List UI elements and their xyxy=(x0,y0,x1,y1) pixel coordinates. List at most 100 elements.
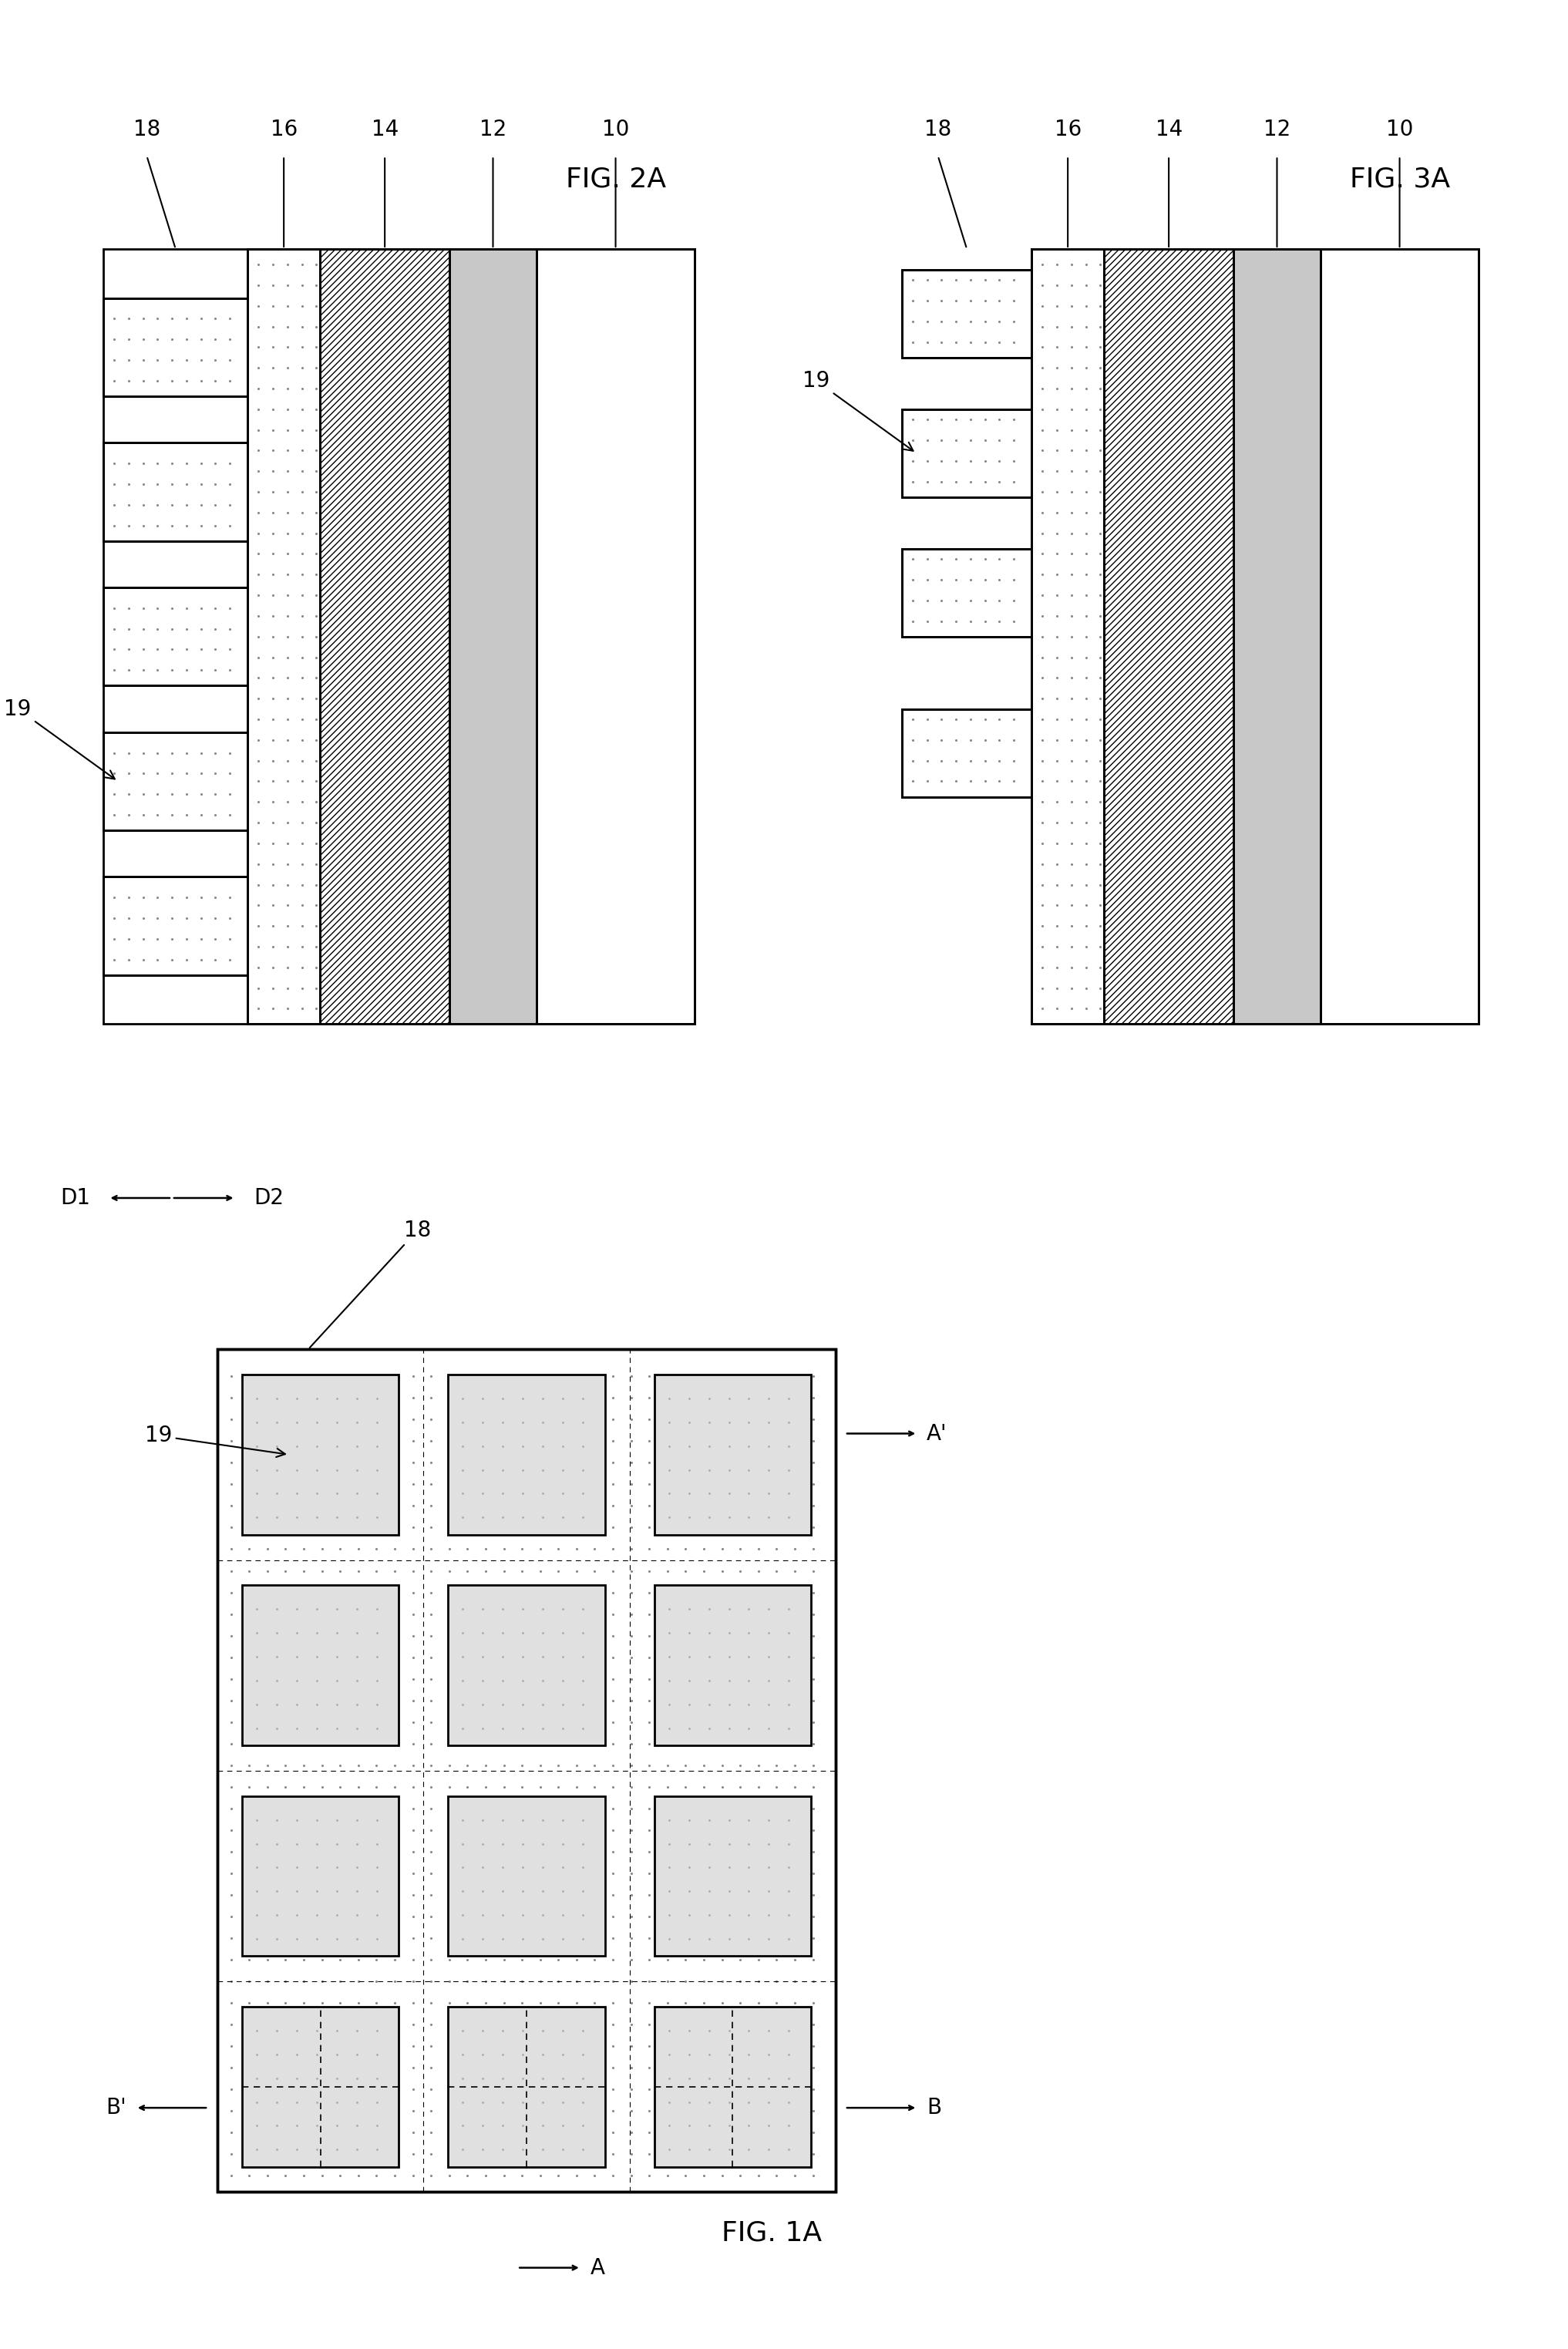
Point xyxy=(1074,472,1099,510)
Point xyxy=(474,1811,499,1849)
Point xyxy=(491,2072,516,2109)
Point xyxy=(304,1452,329,1489)
Point xyxy=(274,453,299,491)
Point xyxy=(160,733,185,770)
Point xyxy=(657,2011,682,2048)
Point xyxy=(1030,597,1055,634)
Point xyxy=(491,1402,516,1440)
Point xyxy=(696,1590,721,1628)
Point xyxy=(254,1532,281,1569)
Point xyxy=(728,1724,753,1762)
Point xyxy=(618,2072,643,2109)
Point xyxy=(130,733,155,770)
Point xyxy=(958,261,983,298)
Point xyxy=(470,1590,495,1628)
Point xyxy=(400,1358,425,1395)
Point xyxy=(263,1919,289,1957)
Text: D1: D1 xyxy=(60,1186,89,1210)
Point xyxy=(260,265,285,303)
Point xyxy=(564,1703,590,1741)
Point xyxy=(304,867,329,904)
Point xyxy=(1030,824,1055,862)
Point xyxy=(637,1877,662,1914)
Point xyxy=(1002,303,1027,341)
Point xyxy=(343,1428,368,1466)
Point xyxy=(400,2156,425,2194)
Point xyxy=(657,1896,682,1933)
Point xyxy=(273,1358,298,1395)
Point xyxy=(900,763,925,801)
Point xyxy=(756,1802,781,1839)
Point xyxy=(474,1421,499,1459)
Point xyxy=(364,1919,389,1957)
Point xyxy=(673,1919,698,1957)
Point xyxy=(188,486,213,524)
Point xyxy=(290,308,315,345)
Point xyxy=(510,1825,535,1863)
Point xyxy=(436,1421,461,1459)
Point xyxy=(419,1724,444,1762)
Point xyxy=(237,1508,262,1546)
Point xyxy=(188,775,213,813)
Point xyxy=(800,1985,825,2022)
Point xyxy=(510,2072,535,2109)
Bar xyxy=(448,1374,605,1534)
Point xyxy=(160,341,185,378)
Point xyxy=(364,1452,389,1489)
Point xyxy=(582,1532,607,1569)
Point xyxy=(582,2072,607,2109)
Point xyxy=(290,618,315,655)
Point xyxy=(746,2006,771,2044)
Point xyxy=(474,1856,499,1893)
Point xyxy=(245,2037,270,2074)
Point xyxy=(673,2093,698,2131)
Point xyxy=(325,1402,350,1440)
Point xyxy=(450,1919,475,1957)
Point xyxy=(601,1811,626,1849)
Point xyxy=(728,2093,753,2131)
Bar xyxy=(103,442,248,540)
Point xyxy=(986,442,1011,479)
Point xyxy=(746,1769,771,1806)
Point xyxy=(260,390,285,428)
Point xyxy=(1030,867,1055,904)
Point xyxy=(776,1402,801,1440)
Point xyxy=(717,1896,742,1933)
Point xyxy=(728,1832,753,1870)
Point xyxy=(383,1703,408,1741)
Point xyxy=(325,1872,350,1910)
Point xyxy=(673,1832,698,1870)
Point xyxy=(709,1487,734,1525)
Point xyxy=(202,465,227,503)
Point xyxy=(1002,282,1027,319)
Point xyxy=(102,465,127,503)
Text: 19: 19 xyxy=(144,1426,285,1456)
Point xyxy=(637,1445,662,1482)
Point xyxy=(260,287,285,324)
Point xyxy=(696,1614,721,1651)
Point xyxy=(345,1661,370,1698)
Point xyxy=(130,900,155,937)
Point xyxy=(1030,453,1055,491)
Point xyxy=(400,1640,425,1677)
Point xyxy=(304,472,329,510)
Point xyxy=(218,2114,243,2152)
Point xyxy=(450,1428,475,1466)
Point xyxy=(986,402,1011,439)
Point xyxy=(345,1898,370,1936)
Point xyxy=(116,651,141,688)
Point xyxy=(1058,472,1083,510)
Point xyxy=(273,1769,298,1806)
Point xyxy=(1002,763,1027,801)
Point xyxy=(246,265,271,303)
Point xyxy=(284,1802,309,1839)
Point xyxy=(776,1849,801,1886)
Point xyxy=(144,651,171,688)
Point xyxy=(958,402,983,439)
Point xyxy=(174,444,199,482)
Point xyxy=(102,921,127,958)
Point xyxy=(304,742,329,780)
Point xyxy=(900,721,925,759)
Point xyxy=(691,1811,717,1849)
Point xyxy=(254,1703,281,1741)
